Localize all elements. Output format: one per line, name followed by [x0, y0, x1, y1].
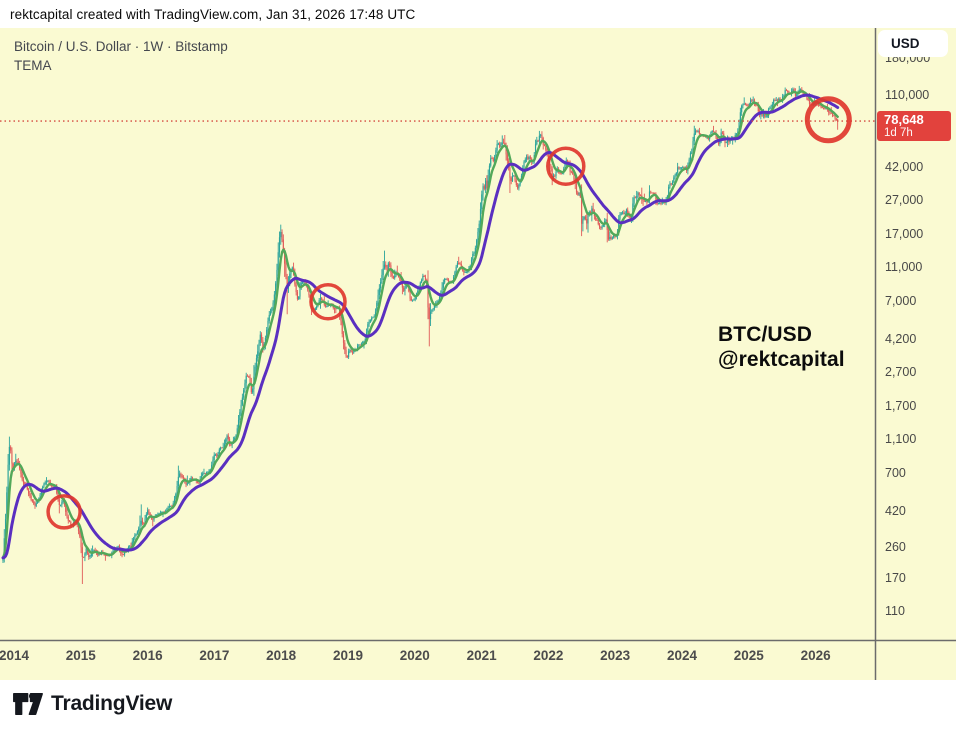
year-tick-label: 2017 [199, 648, 230, 663]
price-tick-label: 260 [885, 539, 906, 554]
price-tick-label: 420 [885, 503, 906, 518]
watermark: BTC/USD @rektcapital [718, 322, 845, 372]
year-tick-label: 2021 [466, 648, 497, 663]
year-tick-label: 2019 [332, 648, 364, 663]
price-tick-label: 11,000 [885, 260, 923, 274]
down-candle-wicks [10, 87, 839, 585]
highlight-circle [309, 283, 347, 321]
price-tick-label: 17,000 [885, 227, 924, 242]
year-tick-label: 2024 [666, 648, 698, 663]
down-candle-bodies [10, 89, 839, 558]
up-candle-wicks [2, 85, 827, 564]
year-tick-label: 2015 [65, 648, 96, 663]
price-tick-label: 1,100 [885, 432, 917, 446]
tradingview-brand-text: TradingView [51, 692, 173, 715]
tema-slow-line [1, 93, 840, 560]
price-tick-label: 4,200 [885, 331, 917, 346]
year-tick-label: 2022 [533, 648, 564, 663]
year-tick-label: 2018 [266, 648, 297, 663]
chart-area[interactable]: Bitcoin / U.S. Dollar · 1W · Bitstamp TE… [0, 28, 956, 680]
year-tick-label: 2026 [800, 648, 831, 663]
year-tick-label: 2014 [0, 648, 30, 663]
candle-countdown: 1d 7h [884, 127, 913, 140]
symbol-line: Bitcoin / U.S. Dollar · 1W · Bitstamp [14, 39, 228, 54]
up-candle-bodies [2, 89, 827, 561]
highlight-circle [46, 494, 82, 530]
current-price-value: 78,648 [884, 112, 924, 128]
price-tick-label: 27,000 [885, 192, 924, 207]
footer-bar: TradingView [0, 680, 956, 734]
price-tick-label: 110,000 [885, 88, 930, 102]
year-tick-label: 2023 [600, 648, 631, 663]
price-tick-label: 2,700 [885, 364, 917, 379]
watermark-handle: @rektcapital [718, 348, 845, 372]
price-tick-label: 7,000 [885, 293, 917, 308]
attribution-text: rektcapital created with TradingView.com… [10, 7, 416, 22]
price-tick-label: 1,700 [885, 399, 917, 414]
price-tick-label: 700 [885, 465, 906, 480]
current-price-badge[interactable]: 78,648 1d 7h [877, 111, 951, 142]
year-tick-label: 2025 [733, 648, 764, 663]
price-tick-label: 170 [885, 571, 906, 586]
price-chart-canvas[interactable] [0, 28, 956, 680]
highlight-circle [804, 96, 852, 144]
tema-fast-line [1, 90, 839, 559]
tradingview-logo-link[interactable]: TradingView [12, 690, 172, 718]
price-tick-label: 42,000 [885, 159, 924, 174]
year-tick-label: 2016 [132, 648, 163, 663]
currency-usd-button[interactable]: USD [878, 30, 948, 57]
year-tick-label: 2020 [399, 648, 430, 663]
indicator-label: TEMA [14, 58, 52, 73]
watermark-symbol: BTC/USD [718, 323, 813, 346]
symbol-title: Bitcoin / U.S. Dollar · 1W · Bitstamp TE… [14, 37, 228, 75]
price-tick-label: 110 [885, 604, 905, 618]
tradingview-logo-icon [13, 693, 43, 715]
highlight-circle [546, 146, 586, 186]
